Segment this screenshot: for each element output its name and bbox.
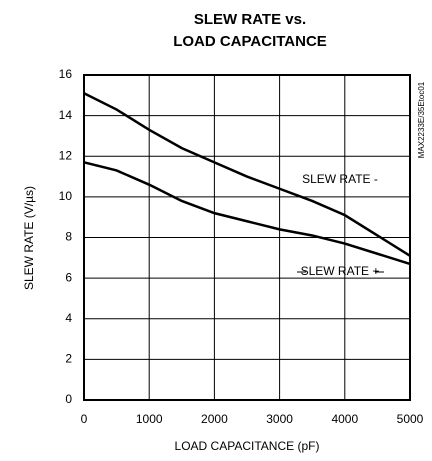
y-axis-label: SLEW RATE (V/µs) <box>22 186 36 290</box>
series-line <box>83 161 411 266</box>
x-tick-label: 4000 <box>331 412 358 426</box>
y-tick-label: 12 <box>59 148 73 162</box>
x-tick-label: 5000 <box>397 412 424 426</box>
y-tick-label: 2 <box>65 352 72 366</box>
series-label: SLEW RATE - <box>302 172 378 186</box>
y-tick-label: 8 <box>65 230 72 244</box>
x-axis-label: LOAD CAPACITANCE (pF) <box>175 439 320 453</box>
chart-title: LOAD CAPACITANCE <box>173 33 327 50</box>
y-tick-label: 4 <box>65 311 72 325</box>
x-tick-label: 2000 <box>201 412 228 426</box>
chart-title: SLEW RATE vs. <box>194 11 306 28</box>
y-tick-label: 6 <box>65 270 72 284</box>
plot-frame <box>83 74 411 401</box>
series-line <box>83 92 411 257</box>
note: MAX2233E/35Etoc01 <box>417 81 426 158</box>
series-label: SLEW RATE + <box>301 264 380 278</box>
y-tick-label: 0 <box>65 392 72 406</box>
y-tick-label: 14 <box>59 108 73 122</box>
x-tick-label: 1000 <box>136 412 163 426</box>
x-tick-label: 3000 <box>266 412 293 426</box>
y-tick-label: 16 <box>59 67 73 81</box>
y-tick-label: 10 <box>59 189 73 203</box>
x-tick-label: 0 <box>81 412 88 426</box>
